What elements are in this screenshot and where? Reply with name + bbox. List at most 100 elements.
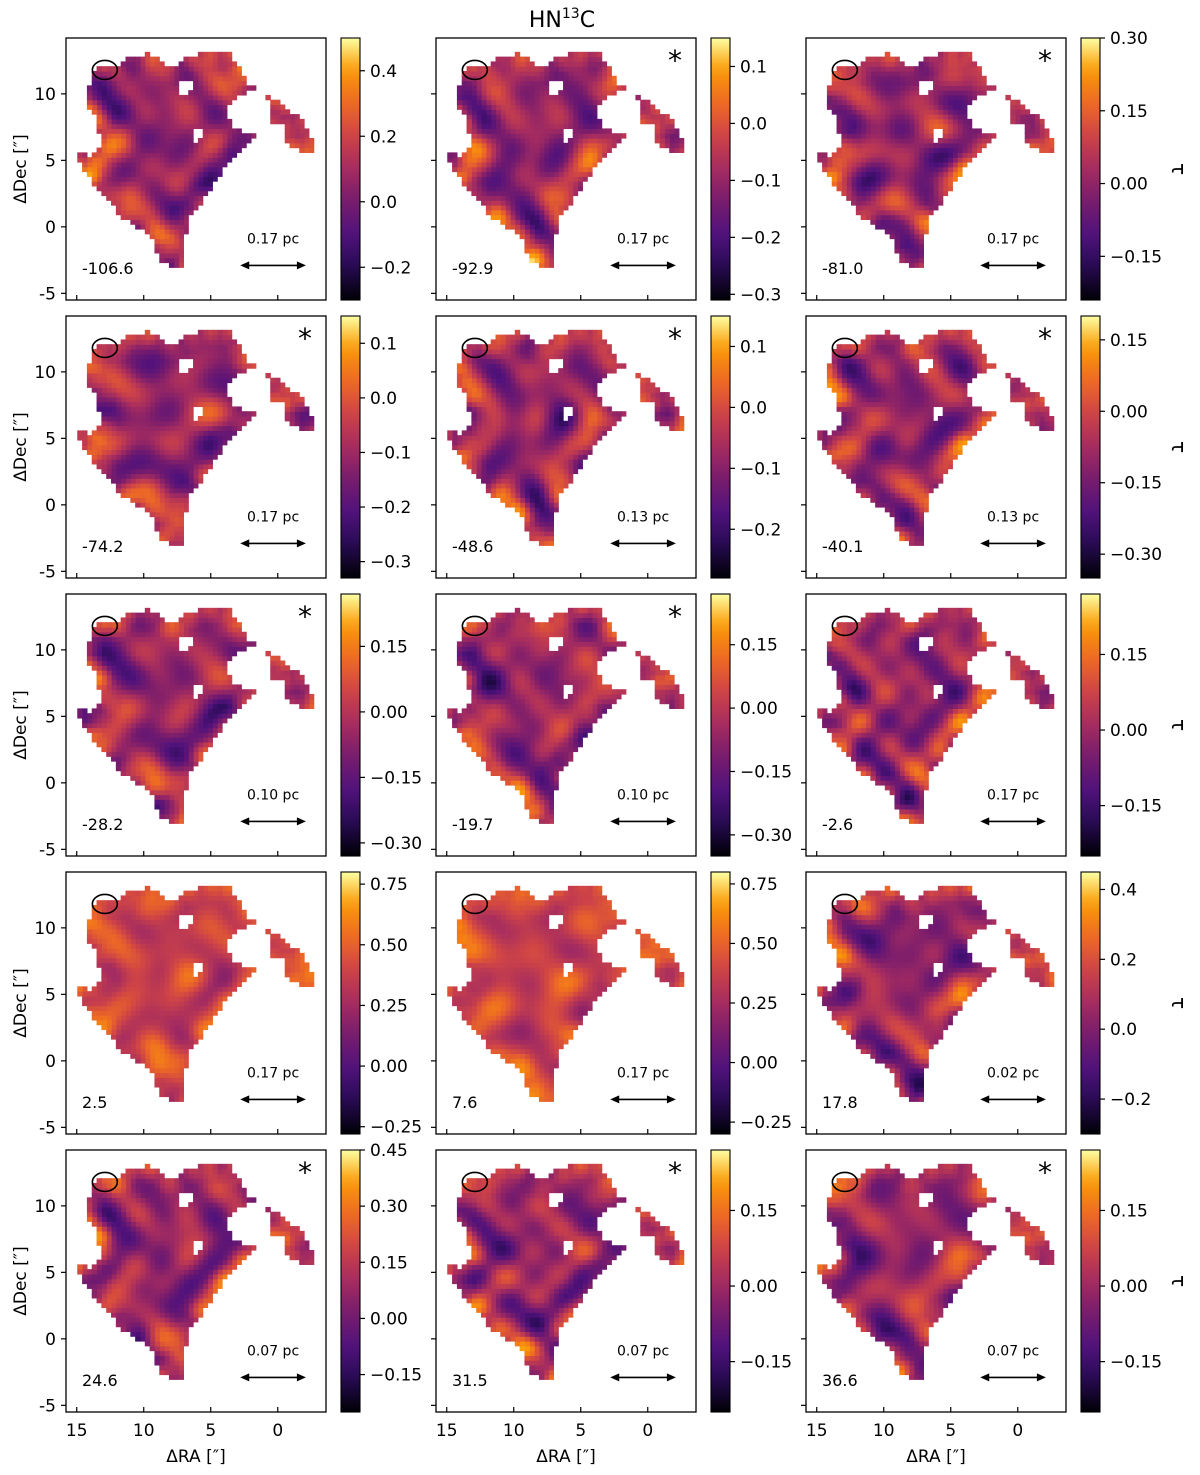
heatmap-cell <box>650 397 655 402</box>
heatmap-cell <box>866 61 871 66</box>
heatmap-cell <box>933 85 938 90</box>
heatmap-cell <box>597 378 602 383</box>
heatmap-cell <box>967 148 972 153</box>
heatmap-cell <box>524 152 529 157</box>
heatmap-cell <box>150 219 155 224</box>
heatmap-cell <box>553 502 558 507</box>
heatmap-cell <box>544 200 549 205</box>
heatmap-cell <box>520 378 525 383</box>
heatmap-cell <box>967 90 972 95</box>
heatmap-cell <box>587 52 592 57</box>
velocity-label: -106.6 <box>82 259 134 278</box>
heatmap-cell <box>486 205 491 210</box>
heatmap-cell <box>549 339 554 344</box>
heatmap-cell <box>909 181 914 186</box>
heatmap-cell <box>611 133 616 138</box>
heatmap-cell <box>933 76 938 81</box>
heatmap-cell <box>582 124 587 129</box>
heatmap-cell <box>553 100 558 105</box>
heatmap-cell <box>135 200 140 205</box>
heatmap-cell <box>154 435 159 440</box>
heatmap-cell <box>174 521 179 526</box>
heatmap-cell <box>534 124 539 129</box>
heatmap-cell <box>938 76 943 81</box>
heatmap-cell <box>520 435 525 440</box>
heatmap-cell <box>183 148 188 153</box>
heatmap-cell <box>121 71 126 76</box>
heatmap-cell <box>919 76 924 81</box>
heatmap-cell <box>669 406 674 411</box>
heatmap-cell <box>928 167 933 172</box>
heatmap-cell <box>976 148 981 153</box>
heatmap-cell <box>111 373 116 378</box>
heatmap-cell <box>159 210 164 215</box>
heatmap-cell <box>972 95 977 100</box>
heatmap-cell <box>290 397 295 402</box>
heatmap-cell <box>135 397 140 402</box>
heatmap-cell <box>866 191 871 196</box>
heatmap-cell <box>568 373 573 378</box>
heatmap-cell <box>188 119 193 124</box>
heatmap-cell <box>198 478 203 483</box>
heatmap-cell <box>597 339 602 344</box>
heatmap-cell <box>126 397 131 402</box>
heatmap-cell <box>885 57 890 62</box>
heatmap-cell <box>150 473 155 478</box>
heatmap-cell <box>130 138 135 143</box>
heatmap-cell <box>587 167 592 172</box>
heatmap-cell <box>212 421 217 426</box>
heatmap-cell <box>544 205 549 210</box>
heatmap-cell <box>558 478 563 483</box>
heatmap-cell <box>606 143 611 148</box>
heatmap-cell <box>563 469 568 474</box>
heatmap-cell <box>967 157 972 162</box>
heatmap-cell <box>510 445 515 450</box>
heatmap-cell <box>203 90 208 95</box>
heatmap-cell <box>861 191 866 196</box>
heatmap-cell <box>222 363 227 368</box>
heatmap-cell <box>919 224 924 229</box>
heatmap-cell <box>515 229 520 234</box>
heatmap-cell <box>510 124 515 129</box>
heatmap-cell <box>923 114 928 119</box>
heatmap-cell <box>890 181 895 186</box>
heatmap-cell <box>476 172 481 177</box>
heatmap-cell <box>553 421 558 426</box>
heatmap-cell <box>188 435 193 440</box>
heatmap-cell <box>462 85 467 90</box>
heatmap-cell <box>241 416 246 421</box>
heatmap-cell <box>510 224 515 229</box>
heatmap-cell <box>948 57 953 62</box>
heatmap-cell <box>967 138 972 143</box>
heatmap-cell <box>578 66 583 71</box>
heatmap-cell <box>962 105 967 110</box>
heatmap-cell <box>236 416 241 421</box>
heatmap-cell <box>111 66 116 71</box>
heatmap-cell <box>904 172 909 177</box>
heatmap-cell <box>198 105 203 110</box>
heatmap-cell <box>919 205 924 210</box>
heatmap-cell <box>188 440 193 445</box>
heatmap-cell <box>544 531 549 536</box>
heatmap-cell <box>539 195 544 200</box>
heatmap-cell <box>135 124 140 129</box>
heatmap-cell <box>890 162 895 167</box>
heatmap-cell <box>304 138 309 143</box>
heatmap-cell <box>111 186 116 191</box>
heatmap-cell <box>150 76 155 81</box>
heatmap-cell <box>193 114 198 119</box>
heatmap-cell <box>174 440 179 445</box>
heatmap-cell <box>232 71 237 76</box>
heatmap-cell <box>972 138 977 143</box>
heatmap-cell <box>875 195 880 200</box>
heatmap-cell <box>150 416 155 421</box>
heatmap-cell <box>962 152 967 157</box>
heatmap-cell <box>880 138 885 143</box>
heatmap-cell <box>914 219 919 224</box>
heatmap-cell <box>154 512 159 517</box>
heatmap-cell <box>150 426 155 431</box>
heatmap-cell <box>856 105 861 110</box>
heatmap-cell <box>116 85 121 90</box>
heatmap-cell <box>135 344 140 349</box>
heatmap-cell <box>212 416 217 421</box>
